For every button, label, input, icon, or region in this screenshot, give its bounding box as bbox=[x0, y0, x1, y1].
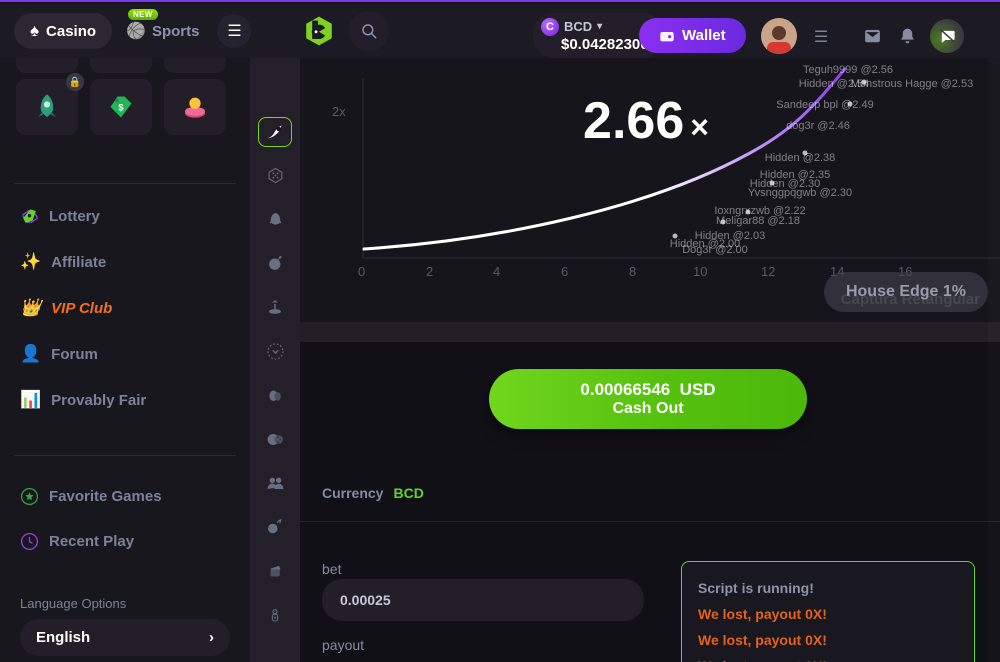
svg-text:$: $ bbox=[118, 103, 124, 113]
